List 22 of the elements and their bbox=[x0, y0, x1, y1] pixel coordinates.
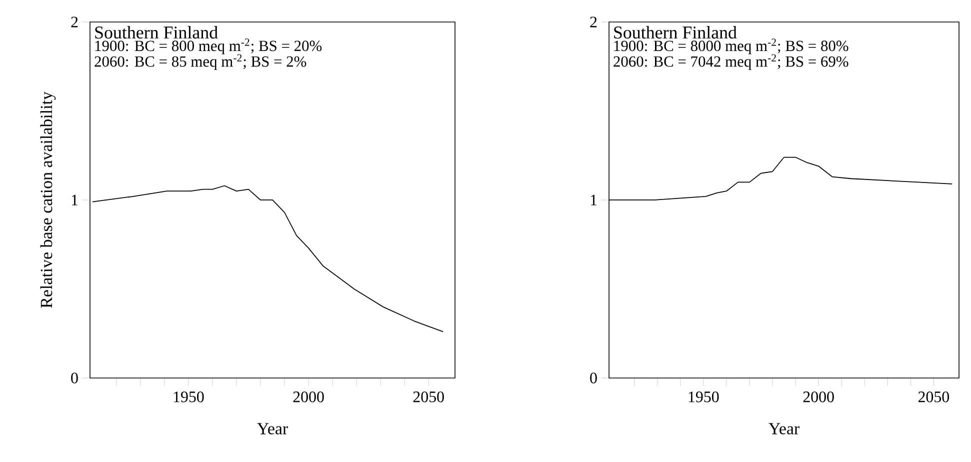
y-tick-label: 1 bbox=[72, 194, 78, 206]
annotation: 1900: BC = 800 meq m$^{-2}$; BS = 20% bbox=[95, 38, 322, 54]
y-axis-title: Relative base cation availability bbox=[40, 92, 56, 308]
x-tick-label: 2000 bbox=[293, 392, 324, 402]
y-tick-label: 1 bbox=[590, 194, 597, 206]
x-tick-label: 2000 bbox=[803, 392, 834, 402]
y-tick-label: 2 bbox=[71, 16, 78, 28]
x-tick-label: 1950 bbox=[174, 392, 204, 402]
chart-title: Southern Finland bbox=[95, 26, 218, 39]
x-tick-label: 2050 bbox=[413, 392, 444, 402]
x-axis-title: Year bbox=[768, 423, 800, 434]
y-tick-label: 0 bbox=[71, 372, 78, 384]
y-tick-label: 0 bbox=[590, 372, 597, 384]
annotation: 1900: BC = 8000 meq m$^{-2}$; BS = 80% bbox=[614, 38, 848, 54]
line-series bbox=[92, 185, 444, 332]
x-tick-label: 2050 bbox=[918, 392, 950, 402]
x-axis-title: Year bbox=[257, 423, 288, 434]
annotation: 2060: BC = 85 meq m$^{-2}$; BS = 2% bbox=[94, 54, 306, 70]
x-tick-label: 1950 bbox=[688, 392, 719, 402]
annotation: 2060: BC = 7042 meq m$^{-2}$; BS = 69% bbox=[614, 54, 848, 70]
y-tick-label: 2 bbox=[590, 16, 597, 28]
chart-title: Southern Finland bbox=[614, 26, 737, 39]
